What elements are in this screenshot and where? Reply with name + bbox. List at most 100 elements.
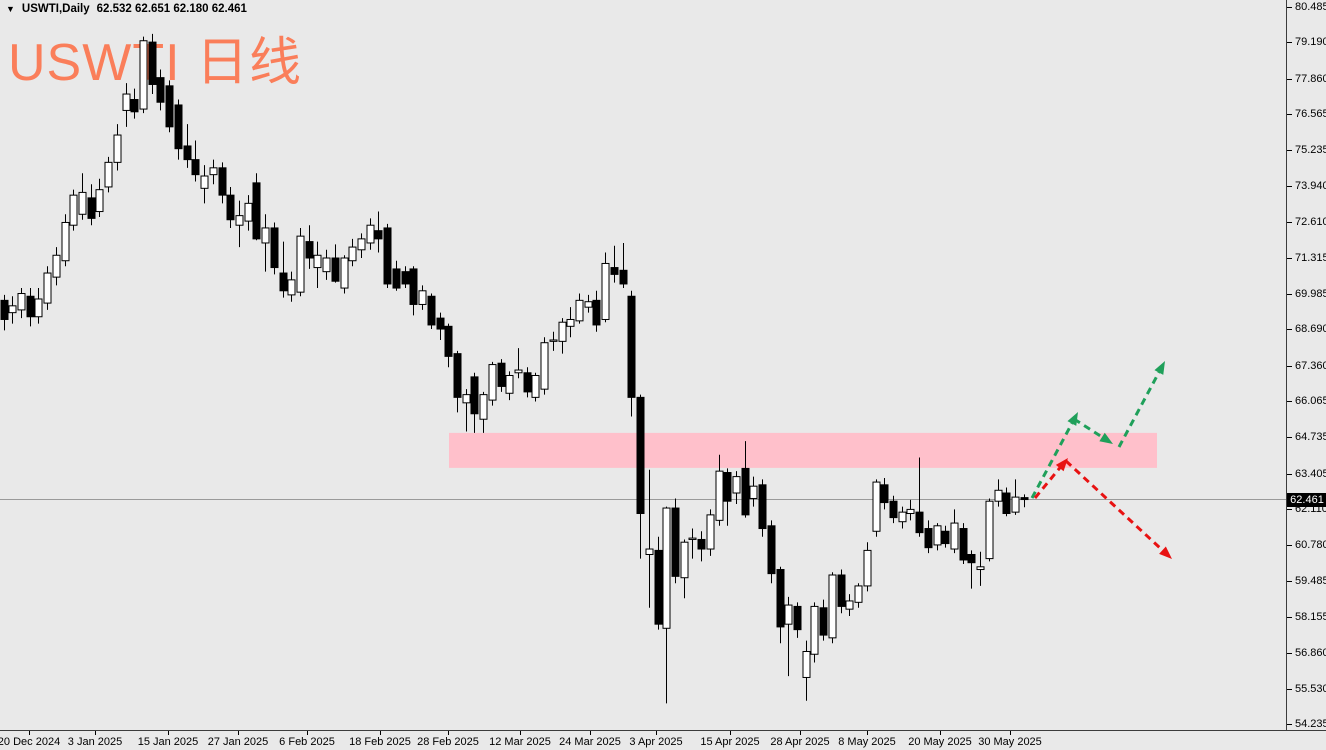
candle-bear: [959, 528, 968, 561]
price-tick: [1287, 185, 1292, 187]
time-tick-label: 3 Apr 2025: [629, 736, 683, 748]
candle-bull: [906, 508, 915, 515]
bearish-projection-arrow[interactable]: [1033, 465, 1063, 499]
candle-bull: [357, 238, 366, 251]
bullish-projection-arrow[interactable]: [1030, 420, 1075, 499]
supply-zone[interactable]: [449, 432, 1157, 468]
time-tick: [168, 731, 169, 735]
price-tick: [1287, 78, 1292, 80]
price-tick-label: 79.190: [1295, 36, 1326, 49]
candle-bear: [383, 227, 392, 285]
price-tick: [1287, 652, 1292, 654]
bullish-projection-arrow-head: [1154, 361, 1165, 375]
candle-bear: [1020, 497, 1029, 501]
price-tick: [1287, 365, 1292, 367]
time-axis[interactable]: 20 Dec 2024 3 Jan 2025 15 Jan 2025 27 Jan 2…: [0, 730, 1326, 750]
symbol-dropdown-icon[interactable]: ▼: [6, 4, 15, 14]
bullish-projection-arrow-head: [1099, 432, 1113, 444]
candle-bear: [401, 271, 410, 285]
candle-bear: [409, 268, 418, 305]
candle-bear: [497, 362, 506, 387]
candle-bull: [863, 549, 872, 587]
candle-bull: [348, 246, 357, 262]
candle-bull: [488, 364, 497, 401]
candle-bull: [95, 189, 104, 213]
candle-bear: [374, 230, 383, 240]
candle-bear: [331, 257, 340, 282]
time-tick: [29, 731, 30, 735]
candle-bull: [933, 525, 942, 546]
candle-bear: [636, 396, 645, 515]
chart-canvas[interactable]: [0, 0, 1286, 730]
candle-bear: [924, 528, 933, 549]
candle-bear: [767, 525, 776, 575]
bearish-projection-arrow[interactable]: [1064, 459, 1165, 553]
price-tick-label: 68.690: [1295, 323, 1326, 336]
candle-bear: [130, 99, 139, 113]
candle-bull: [706, 514, 715, 550]
time-tick: [380, 731, 381, 735]
time-tick-label: 6 Feb 2025: [279, 736, 335, 748]
candle-bear: [156, 77, 165, 103]
candle-bull: [732, 476, 741, 494]
candle-bear: [837, 574, 846, 607]
price-tick: [1287, 580, 1292, 582]
candle-bear: [819, 607, 828, 636]
candle-bear: [183, 145, 192, 161]
bearish-projection-arrow-head: [1159, 546, 1172, 559]
candle-bear: [776, 569, 785, 628]
candle-bull: [104, 161, 113, 188]
candle-bull: [261, 227, 270, 244]
time-tick: [730, 731, 731, 735]
price-tick: [1287, 329, 1292, 331]
candle-bear: [436, 317, 445, 330]
candle-bear: [470, 376, 479, 415]
candle-bear: [1002, 492, 1011, 515]
candle-bull: [113, 134, 122, 163]
price-tick-label: 71.315: [1295, 251, 1326, 264]
candle-bear: [252, 182, 261, 240]
price-axis[interactable]: 62.461 80.485 79.190 77.860 76.565 75.235 73.…: [1286, 0, 1326, 730]
time-tick-label: 3 Jan 2025: [67, 736, 123, 748]
candle-bull: [584, 301, 593, 308]
candle-bear: [627, 295, 636, 398]
candle-bear: [941, 530, 950, 545]
candle-bear: [654, 549, 663, 625]
time-tick: [800, 731, 801, 735]
candle-bull: [845, 600, 854, 610]
bullish-projection-arrow-head: [1067, 412, 1078, 426]
candle-bull: [688, 537, 697, 540]
price-tick-label: 60.780: [1295, 539, 1326, 552]
price-tick: [1287, 401, 1292, 403]
candle-bear: [793, 605, 802, 631]
candle-bull: [784, 604, 793, 625]
candle-bear: [165, 85, 174, 128]
price-tick: [1287, 114, 1292, 116]
time-tick: [1010, 731, 1011, 735]
candle-bull: [235, 215, 244, 226]
candle-bull: [898, 511, 907, 523]
chart-header: ▼ USWTI,Daily 62.532 62.651 62.180 62.46…: [6, 3, 247, 15]
candle-bull: [715, 470, 724, 521]
candle-bull: [540, 342, 549, 390]
candle-bear: [619, 269, 628, 285]
candle-bull: [566, 318, 575, 327]
candle-bull: [985, 500, 994, 560]
price-tick-label: 69.985: [1295, 287, 1326, 300]
candle-bull: [531, 375, 540, 398]
price-tick: [1287, 7, 1292, 8]
price-tick-label: 63.405: [1295, 467, 1326, 480]
bullish-projection-arrow[interactable]: [1117, 369, 1162, 448]
time-tick: [448, 731, 449, 735]
candle-bull: [558, 321, 567, 342]
candle-bear: [191, 159, 200, 176]
price-tick: [1287, 257, 1292, 259]
candle-bull: [810, 605, 819, 655]
price-tick-label: 77.860: [1295, 72, 1326, 85]
candle-bull: [575, 299, 584, 322]
candle-bull: [313, 254, 322, 269]
candle-bull: [43, 272, 52, 304]
bullish-projection-arrow[interactable]: [1073, 417, 1105, 440]
candle-bear: [270, 227, 279, 269]
